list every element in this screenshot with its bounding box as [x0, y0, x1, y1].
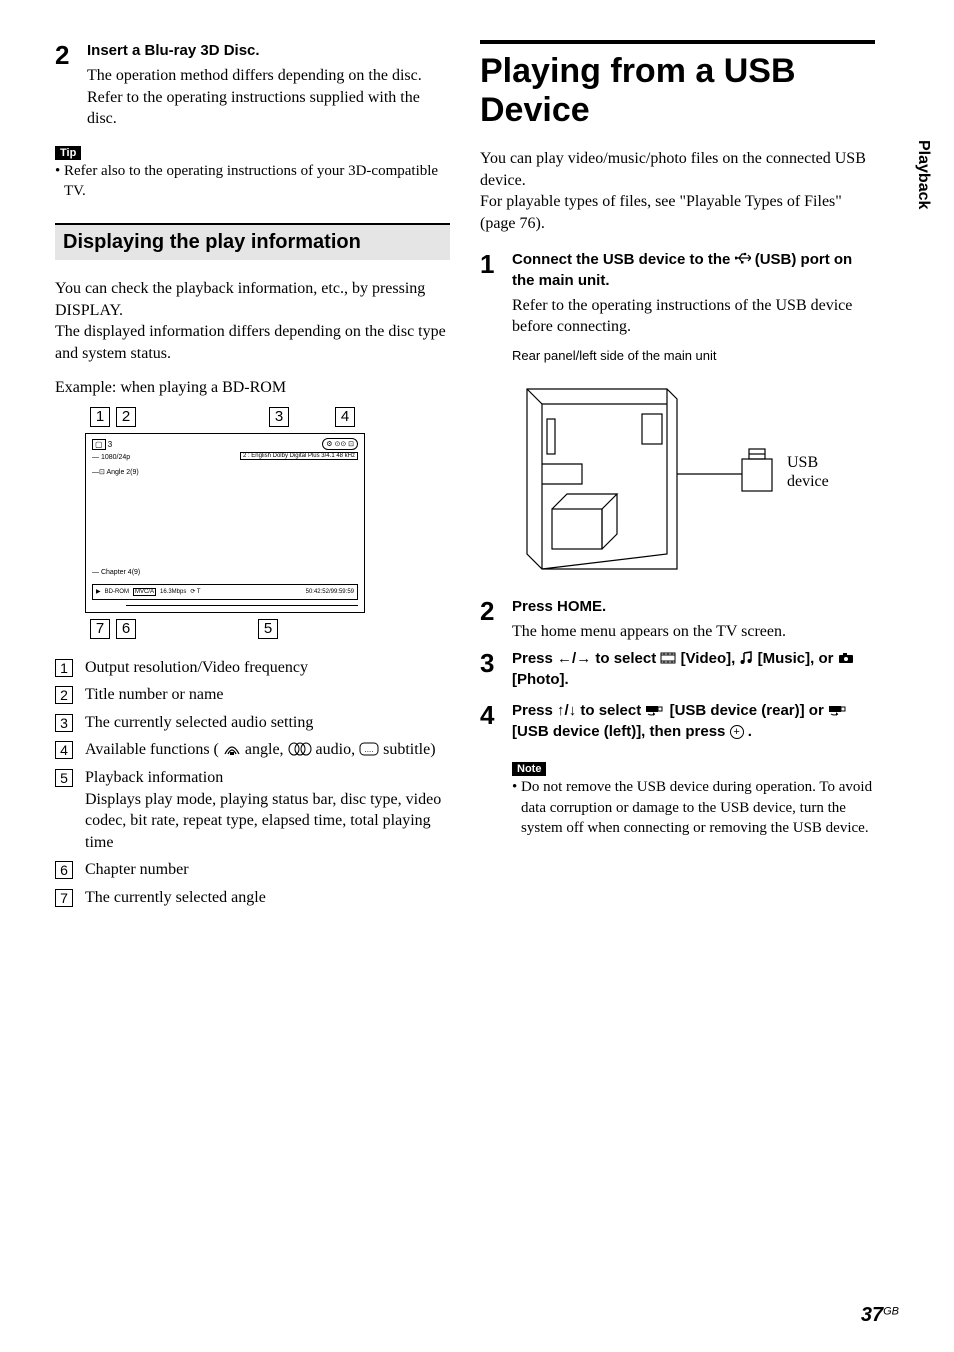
- left-column: 2 Insert a Blu-ray 3D Disc. The operatio…: [55, 40, 450, 915]
- legend-1-text: Output resolution/Video frequency: [85, 657, 450, 679]
- play-info-diagram: 1 2 3 4 ▢ 3 ⚙ ⊙⊙ ⊡ — 1080/24p 2 : Englis…: [75, 407, 375, 639]
- d-angle: Angle 2(9): [106, 469, 138, 476]
- screen-mock: ▢ 3 ⚙ ⊙⊙ ⊡ — 1080/24p 2 : English Dolby …: [85, 433, 365, 613]
- note-badge: Note: [512, 762, 546, 776]
- legend-6-text: Chapter number: [85, 859, 450, 881]
- body-para-1-line: You can check the playback information, …: [55, 280, 425, 319]
- step-2-left: 2 Insert a Blu-ray 3D Disc. The operatio…: [55, 40, 450, 130]
- enter-plus-icon: +: [730, 725, 744, 739]
- callout-7: 7: [90, 619, 110, 639]
- intro-2: For playable types of files, see "Playab…: [480, 193, 842, 232]
- section-title: Displaying the play information: [63, 231, 442, 254]
- usb-device-label: USB device: [787, 453, 852, 491]
- angle-icon: [223, 742, 241, 760]
- svg-text:....: ....: [365, 745, 374, 754]
- d-rate: 16.3Mbps: [160, 589, 186, 595]
- legend-5-head: Playback information: [85, 769, 223, 786]
- step-4-head: Press ↑/↓ to select [USB device (rear)] …: [512, 700, 875, 742]
- subtitle-icon: ....: [359, 742, 379, 760]
- legend-1-num: 1: [55, 659, 73, 677]
- usb-device-icon: [828, 704, 848, 719]
- legend-3-text: The currently selected audio setting: [85, 712, 450, 734]
- legend-5-num: 5: [55, 769, 73, 787]
- right-step-2: 2 Press HOME. The home menu appears on t…: [480, 596, 875, 643]
- step-heading: Insert a Blu-ray 3D Disc.: [87, 40, 450, 61]
- audio-icon: [288, 742, 312, 760]
- d-3: 3: [108, 440, 112, 449]
- d-chapter: Chapter 4(9): [101, 569, 140, 576]
- callout-4: 4: [335, 407, 355, 427]
- usb-trident-icon: [735, 252, 751, 267]
- legend-4-num: 4: [55, 741, 73, 759]
- section-bar: Displaying the play information: [55, 223, 450, 260]
- step-1-text: Refer to the operating instructions of t…: [512, 295, 875, 338]
- step-1-head-a: Connect the USB device to the: [512, 251, 735, 268]
- d-res: 1080/24p: [101, 454, 130, 461]
- tip-badge: Tip: [55, 146, 81, 160]
- side-tab: Playback: [914, 140, 932, 209]
- page-footer: 37GB: [861, 1304, 899, 1327]
- music-icon: [739, 651, 753, 668]
- legend-5-sub: Displays play mode, playing status bar, …: [85, 791, 441, 851]
- main-heading: Playing from a USB Device: [480, 40, 875, 130]
- step-3-num: 3: [480, 648, 512, 676]
- right-step-4: 4 Press ↑/↓ to select [USB device (rear)…: [480, 700, 875, 746]
- callout-1: 1: [90, 407, 110, 427]
- tip-text: • Refer also to the operating instructio…: [55, 161, 450, 202]
- step-2-head: Press HOME.: [512, 596, 875, 617]
- intro-1: You can play video/music/photo files on …: [480, 150, 866, 189]
- step-1-head: Connect the USB device to the (USB) port…: [512, 249, 875, 291]
- step-text: The operation method differs depending o…: [87, 65, 450, 130]
- body-para-2-line: The displayed information differs depend…: [55, 323, 446, 362]
- d-time: 50:42:52/99:59:59: [306, 589, 354, 595]
- callout-6: 6: [116, 619, 136, 639]
- d-audio: 2 : English Dolby Digital Plus 3/4.1 48 …: [240, 452, 358, 460]
- legend-2-text: Title number or name: [85, 684, 450, 706]
- callout-5: 5: [258, 619, 278, 639]
- step-1-num: 1: [480, 249, 512, 277]
- legend-3-num: 3: [55, 714, 73, 732]
- photo-icon: [838, 652, 854, 667]
- step-2-num: 2: [480, 596, 512, 624]
- device-figure: USB device: [512, 369, 852, 584]
- right-column: Playing from a USB Device You can play v…: [480, 40, 875, 915]
- body-para-1: You can check the playback information, …: [55, 278, 450, 364]
- video-icon: [660, 652, 676, 667]
- figure-caption: Rear panel/left side of the main unit: [512, 348, 875, 363]
- legend-7-num: 7: [55, 889, 73, 907]
- callout-2: 2: [116, 407, 136, 427]
- intro-text: You can play video/music/photo files on …: [480, 148, 875, 234]
- step-3-head: Press ←/→ to select [Video], [Music], or…: [512, 648, 875, 690]
- note-text: • Do not remove the USB device during op…: [512, 777, 875, 838]
- right-step-3: 3 Press ←/→ to select [Video], [Music], …: [480, 648, 875, 694]
- legend-5-text: Playback information Displays play mode,…: [85, 767, 450, 853]
- legend-6-num: 6: [55, 861, 73, 879]
- step-2-text: The home menu appears on the TV screen.: [512, 621, 875, 643]
- page-region: GB: [883, 1306, 899, 1318]
- example-label: Example: when playing a BD-ROM: [55, 379, 450, 397]
- callout-3: 3: [269, 407, 289, 427]
- legend-4-text: Available functions ( angle, audio, ....…: [85, 739, 450, 761]
- legend-2-num: 2: [55, 686, 73, 704]
- legend-list: 1 Output resolution/Video frequency 2 Ti…: [55, 657, 450, 909]
- page-number: 37: [861, 1304, 883, 1326]
- right-step-1: 1 Connect the USB device to the (USB) po…: [480, 249, 875, 338]
- step-number: 2: [55, 40, 87, 68]
- usb-device-icon: [645, 704, 665, 719]
- legend-7-text: The currently selected angle: [85, 887, 450, 909]
- step-4-num: 4: [480, 700, 512, 728]
- d-bdrom: BD-ROM: [105, 589, 129, 595]
- d-codec: MVC/A: [133, 588, 156, 596]
